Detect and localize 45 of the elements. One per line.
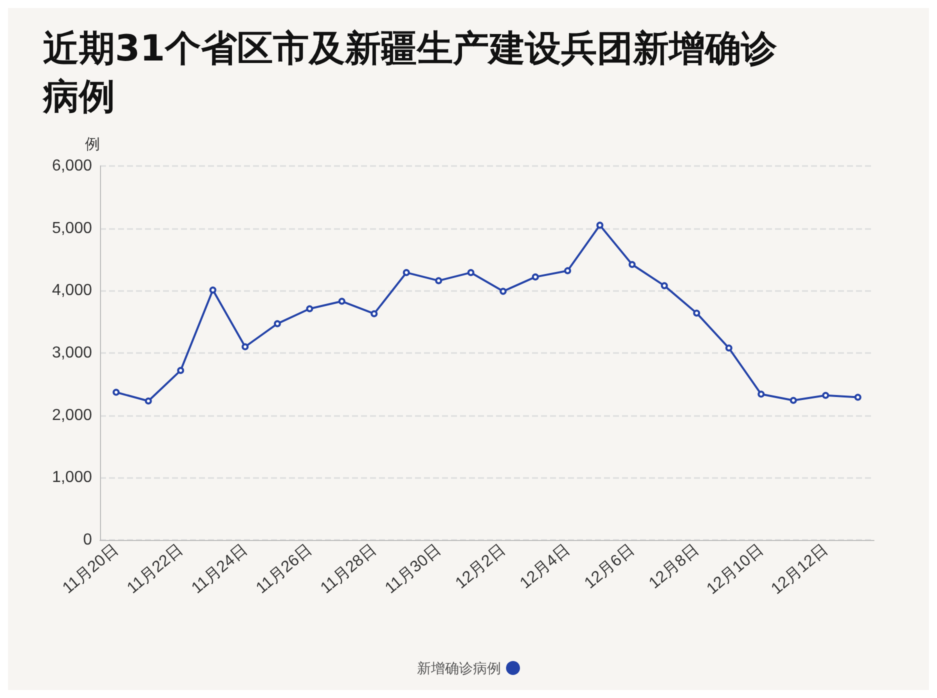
x-tick-label: 12月8日 (646, 541, 702, 592)
x-tick-label: 12月12日 (768, 541, 832, 598)
point (660, 282, 668, 290)
y-tick-label: 4,000 (52, 282, 92, 300)
chart-title: 近期31个省区市及新疆生产建设兵团新增确诊病例 (42, 28, 778, 118)
x-tick-label: 12月10日 (704, 541, 767, 598)
point (596, 222, 604, 229)
point (112, 388, 120, 396)
x-tick-label: 11月26日 (253, 541, 316, 598)
x-tick-label: 11月24日 (188, 541, 251, 598)
y-tick-label: 0 (83, 532, 92, 548)
point (177, 366, 184, 374)
y-axis-title: 例 (85, 136, 100, 153)
x-tick-label: 11月28日 (318, 541, 380, 598)
point (500, 288, 507, 295)
y-tick-label: 1,000 (52, 469, 92, 486)
point (338, 298, 346, 305)
point (274, 320, 281, 328)
y-tick-label: 3,000 (52, 344, 92, 362)
point (693, 310, 700, 317)
legend-label: 新增确诊病例 (417, 660, 501, 676)
point (144, 398, 152, 404)
point (758, 390, 765, 398)
point (725, 344, 732, 352)
point (402, 269, 410, 276)
point (628, 260, 636, 268)
point (242, 343, 249, 350)
x-tick-label: 12月6日 (582, 541, 638, 592)
y-tick-label: 2,000 (52, 406, 92, 424)
point (790, 396, 797, 404)
y-tick-label: 6,000 (52, 158, 92, 174)
y-tick-label: 5,000 (52, 220, 92, 237)
x-tick-label: 12月2日 (452, 541, 509, 592)
point (370, 310, 378, 318)
point (306, 305, 314, 312)
point (822, 392, 830, 399)
point (854, 394, 862, 401)
x-tick-label: 12月4日 (517, 541, 574, 592)
point (467, 269, 474, 276)
point (209, 286, 216, 294)
point (564, 267, 572, 274)
point (435, 277, 442, 284)
point (532, 273, 539, 280)
x-tick-label: 11月22日 (124, 541, 186, 598)
x-tick-label: 11月30日 (382, 541, 444, 598)
